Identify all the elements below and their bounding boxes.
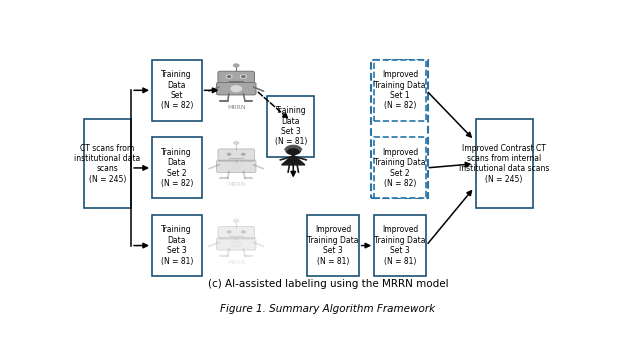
Circle shape xyxy=(227,231,230,233)
Circle shape xyxy=(242,153,245,155)
Circle shape xyxy=(242,231,245,233)
FancyBboxPatch shape xyxy=(216,82,256,95)
Circle shape xyxy=(226,153,232,156)
Circle shape xyxy=(231,86,241,91)
FancyBboxPatch shape xyxy=(218,149,255,161)
FancyBboxPatch shape xyxy=(374,60,426,121)
Text: MRRN: MRRN xyxy=(227,105,246,110)
Circle shape xyxy=(241,230,246,234)
Text: Training
Data
Set 2
(N = 82): Training Data Set 2 (N = 82) xyxy=(161,148,193,188)
FancyBboxPatch shape xyxy=(476,120,532,208)
Circle shape xyxy=(227,153,230,155)
FancyBboxPatch shape xyxy=(218,226,255,239)
FancyBboxPatch shape xyxy=(152,60,202,121)
Text: CT scans from
institutional data
scans
(N = 245): CT scans from institutional data scans (… xyxy=(74,144,140,184)
Text: Training
Data
Set 3
(N = 81): Training Data Set 3 (N = 81) xyxy=(161,225,193,266)
Circle shape xyxy=(226,230,232,234)
Text: Improved
Training Data
Set 2
(N = 82): Improved Training Data Set 2 (N = 82) xyxy=(374,148,426,188)
Circle shape xyxy=(241,75,246,78)
FancyBboxPatch shape xyxy=(307,215,359,276)
FancyBboxPatch shape xyxy=(84,120,131,208)
Circle shape xyxy=(234,141,239,144)
FancyBboxPatch shape xyxy=(374,138,426,198)
Circle shape xyxy=(234,64,239,67)
Text: MRRN: MRRN xyxy=(227,183,246,188)
Circle shape xyxy=(226,75,232,78)
Text: Improved
Training Data
Set 3
(N = 81): Improved Training Data Set 3 (N = 81) xyxy=(307,225,358,266)
FancyBboxPatch shape xyxy=(374,215,426,276)
Circle shape xyxy=(227,76,230,77)
Circle shape xyxy=(241,153,246,156)
Text: Improved
Training Data
Set 3
(N = 81): Improved Training Data Set 3 (N = 81) xyxy=(374,225,426,266)
FancyBboxPatch shape xyxy=(152,215,202,276)
Circle shape xyxy=(286,147,301,154)
FancyBboxPatch shape xyxy=(216,238,256,250)
Text: Figure 1. Summary Algorithm Framework: Figure 1. Summary Algorithm Framework xyxy=(220,304,436,314)
FancyBboxPatch shape xyxy=(268,96,314,157)
Circle shape xyxy=(231,163,241,169)
Circle shape xyxy=(242,76,245,77)
Polygon shape xyxy=(282,155,305,165)
Text: Training
Data
Set 3
(N = 81): Training Data Set 3 (N = 81) xyxy=(275,106,307,147)
Text: Training
Data
Set
(N = 82): Training Data Set (N = 82) xyxy=(161,70,193,111)
Text: MRRN: MRRN xyxy=(227,260,246,265)
FancyBboxPatch shape xyxy=(218,71,255,84)
FancyBboxPatch shape xyxy=(216,160,256,172)
Text: Improved Contrast CT
scans from internal
institutional data scans
(N = 245): Improved Contrast CT scans from internal… xyxy=(459,144,549,184)
Text: Improved
Training Data
Set 1
(N = 82): Improved Training Data Set 1 (N = 82) xyxy=(374,70,426,111)
Circle shape xyxy=(231,241,241,247)
FancyBboxPatch shape xyxy=(152,138,202,198)
Circle shape xyxy=(234,219,239,222)
Text: (c) AI-assisted labeling using the MRRN model: (c) AI-assisted labeling using the MRRN … xyxy=(208,279,448,289)
